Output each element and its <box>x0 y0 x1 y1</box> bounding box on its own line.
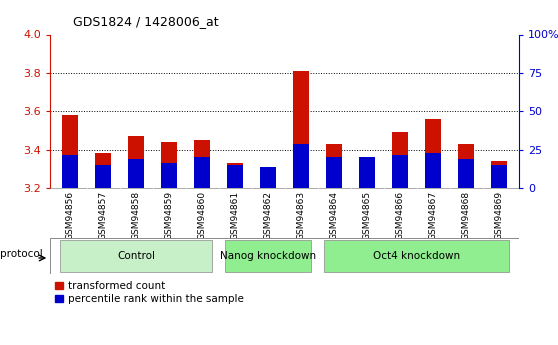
Bar <box>392 132 408 188</box>
Bar <box>161 163 177 188</box>
Text: GSM94862: GSM94862 <box>263 190 272 239</box>
Legend: transformed count, percentile rank within the sample: transformed count, percentile rank withi… <box>55 281 244 304</box>
Bar <box>95 154 111 165</box>
Bar <box>62 115 78 188</box>
Bar <box>392 132 408 155</box>
Text: GSM94863: GSM94863 <box>297 190 306 240</box>
Bar <box>293 144 309 188</box>
Bar <box>293 71 309 188</box>
Bar <box>161 142 177 188</box>
Bar <box>194 140 210 188</box>
Bar <box>491 161 507 165</box>
Text: GSM94857: GSM94857 <box>99 190 108 240</box>
Bar <box>194 140 210 157</box>
Text: GSM94859: GSM94859 <box>165 190 174 240</box>
Text: protocol: protocol <box>0 249 43 259</box>
Bar <box>128 136 145 159</box>
Bar <box>491 165 507 188</box>
Text: GSM94868: GSM94868 <box>461 190 470 240</box>
Bar <box>95 154 111 188</box>
Bar <box>425 119 441 188</box>
Text: GSM94860: GSM94860 <box>198 190 206 240</box>
Bar <box>326 144 343 188</box>
Bar <box>260 167 276 188</box>
Bar <box>227 163 243 188</box>
Bar <box>359 157 376 188</box>
Bar <box>128 159 145 188</box>
Bar <box>491 161 507 188</box>
Text: GSM94869: GSM94869 <box>494 190 504 240</box>
FancyBboxPatch shape <box>60 240 212 273</box>
Bar <box>425 119 441 154</box>
Bar <box>392 155 408 188</box>
Text: GSM94865: GSM94865 <box>363 190 372 240</box>
Text: GSM94856: GSM94856 <box>65 190 75 240</box>
Bar <box>458 159 474 188</box>
Bar <box>458 144 474 159</box>
Bar <box>326 157 343 188</box>
Bar <box>95 165 111 188</box>
FancyBboxPatch shape <box>324 240 509 273</box>
Bar <box>293 71 309 144</box>
Text: GSM94867: GSM94867 <box>429 190 437 240</box>
Text: GSM94858: GSM94858 <box>132 190 141 240</box>
Bar <box>62 115 78 155</box>
FancyBboxPatch shape <box>50 238 519 274</box>
Bar <box>458 144 474 188</box>
Text: GSM94864: GSM94864 <box>330 190 339 239</box>
Bar <box>161 142 177 163</box>
Bar <box>128 136 145 188</box>
Bar <box>359 157 376 188</box>
Bar <box>227 165 243 188</box>
Text: Nanog knockdown: Nanog knockdown <box>220 251 316 261</box>
Text: Control: Control <box>117 251 155 261</box>
Bar <box>260 167 276 188</box>
Text: Oct4 knockdown: Oct4 knockdown <box>373 251 460 261</box>
Bar <box>62 155 78 188</box>
FancyBboxPatch shape <box>225 240 311 273</box>
Bar <box>425 154 441 188</box>
Text: GSM94861: GSM94861 <box>230 190 239 240</box>
Bar <box>227 163 243 165</box>
Text: GDS1824 / 1428006_at: GDS1824 / 1428006_at <box>73 16 218 29</box>
Text: GSM94866: GSM94866 <box>396 190 405 240</box>
Bar <box>194 157 210 188</box>
Bar <box>326 144 343 157</box>
